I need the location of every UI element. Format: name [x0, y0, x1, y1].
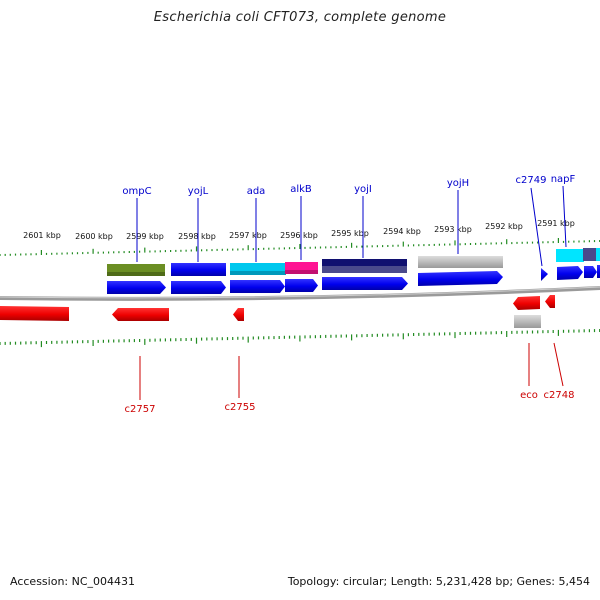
scale-label: 2592 kbp — [485, 222, 523, 231]
gene-arrow-reverse[interactable] — [0, 306, 69, 321]
feature-bar-grey[interactable] — [418, 256, 503, 268]
scale-label: 2591 kbp — [537, 219, 575, 228]
feature-bar-slate-right[interactable] — [583, 248, 597, 261]
gene-label-yojH[interactable]: yojH — [447, 178, 469, 189]
upper-tick-row — [0, 238, 600, 256]
feature-bar-navy[interactable] — [322, 259, 407, 267]
feature-bar-cyan-edge[interactable] — [596, 248, 600, 261]
map-title: Escherichia coli CFT073, complete genome — [153, 10, 447, 25]
feature-bar-cyan-shade — [230, 271, 286, 275]
scale-label: 2601 kbp — [23, 231, 61, 240]
gene-label-ada[interactable]: ada — [247, 186, 266, 197]
gene-label-c2748[interactable]: c2748 — [544, 390, 575, 401]
feature-bar-slate[interactable] — [322, 266, 407, 273]
gene-arrow-forward[interactable] — [541, 268, 548, 281]
scale-label: 2600 kbp — [75, 232, 113, 241]
gene-arrow-forward[interactable] — [597, 265, 600, 278]
feature-bar-cyan-right[interactable] — [556, 249, 584, 262]
reverse-label-leaders — [139, 342, 564, 400]
gene-arrow-reverse[interactable] — [513, 296, 540, 310]
gene-arrow-forward[interactable] — [171, 281, 226, 294]
gene-arrow-reverse[interactable] — [112, 308, 169, 321]
lower-tick-row — [0, 329, 600, 348]
gene-arrow-reverse[interactable] — [545, 295, 555, 308]
scale-label: 2596 kbp — [280, 231, 318, 240]
feature-bar-blue[interactable] — [171, 263, 226, 276]
genome-backbone — [0, 286, 600, 301]
gene-label-c2749[interactable]: c2749 — [516, 175, 547, 186]
scale-label: 2593 kbp — [434, 225, 472, 234]
forward-label-leaders — [136, 185, 567, 267]
gene-arrow-forward[interactable] — [584, 266, 597, 278]
scale-label: 2598 kbp — [178, 232, 216, 241]
feature-bar-olive-shade — [107, 272, 165, 276]
scale-labels: 2601 kbp 2600 kbp 2599 kbp 2598 kbp 2597… — [23, 219, 575, 241]
scale-label: 2595 kbp — [331, 229, 369, 238]
feature-bar-magenta-shade — [285, 270, 318, 274]
gene-arrow-forward[interactable] — [285, 279, 318, 292]
gene-label-yojI[interactable]: yojI — [354, 184, 372, 195]
gene-arrow-reverse[interactable] — [233, 308, 244, 321]
reverse-gene-labels: c2757 c2755 eco c2748 — [125, 390, 575, 415]
scale-label: 2597 kbp — [229, 231, 267, 240]
gene-label-yojL[interactable]: yojL — [188, 186, 209, 197]
footer-accession: Accession: NC_004431 — [10, 575, 136, 588]
scale-label: 2599 kbp — [126, 232, 164, 241]
gene-arrow-forward[interactable] — [322, 277, 408, 290]
feature-track-upper — [107, 248, 600, 276]
forward-gene-labels: ompC yojL ada alkB yojI yojH c2749 napF — [122, 174, 575, 197]
genome-backbone-highlight — [0, 286, 600, 299]
gene-arrow-forward[interactable] — [418, 271, 503, 286]
gene-label-eco[interactable]: eco — [520, 390, 538, 401]
gene-label-ompC[interactable]: ompC — [122, 186, 151, 197]
gene-arrow-forward[interactable] — [230, 280, 285, 293]
gene-arrow-forward[interactable] — [107, 281, 166, 294]
forward-genes — [107, 265, 600, 294]
gene-label-napF[interactable]: napF — [551, 174, 576, 185]
scale-label: 2594 kbp — [383, 227, 421, 236]
reverse-genes — [0, 295, 555, 328]
gene-arrow-forward[interactable] — [557, 266, 583, 280]
gene-label-alkB[interactable]: alkB — [290, 184, 312, 195]
feature-bar-grey-lower[interactable] — [514, 315, 541, 328]
gene-label-c2757[interactable]: c2757 — [125, 404, 156, 415]
gene-label-c2755[interactable]: c2755 — [225, 402, 256, 413]
footer-topology-info: Topology: circular; Length: 5,231,428 bp… — [287, 575, 590, 588]
